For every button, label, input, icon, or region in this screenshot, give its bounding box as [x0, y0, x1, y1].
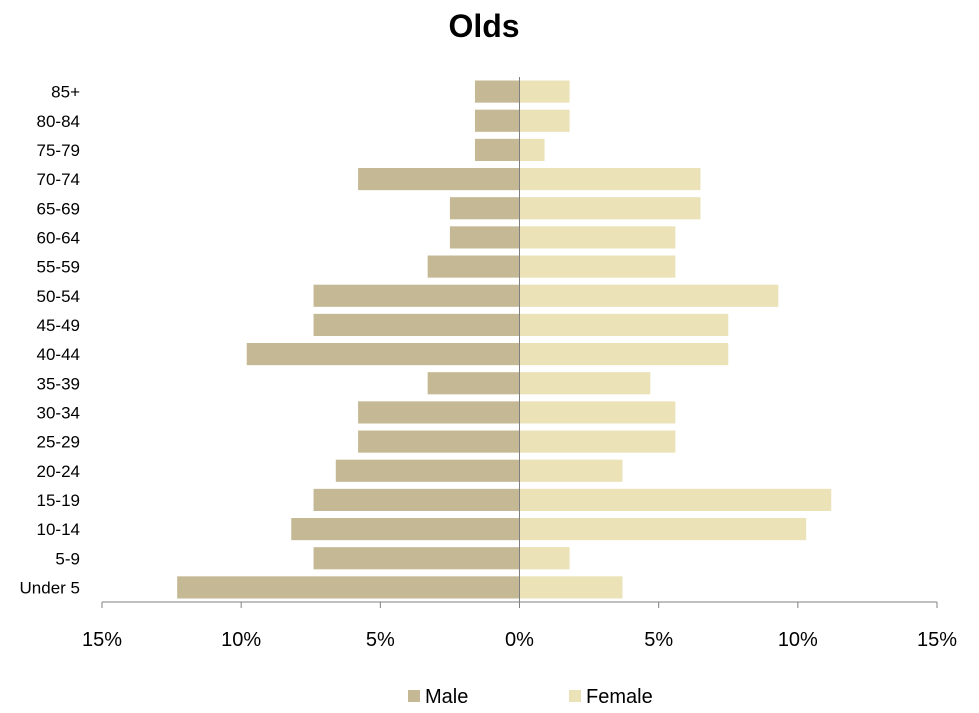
category-label: 60-64: [37, 228, 80, 247]
x-tick-label: 15%: [82, 629, 122, 651]
bar-male-10-14: [291, 518, 519, 540]
legend: Male Female: [408, 686, 653, 708]
bar-male-30-34: [358, 401, 519, 423]
category-label: 80-84: [37, 112, 80, 131]
bar-male-85+: [475, 81, 520, 103]
bar-male-5-9: [314, 547, 520, 569]
bar-female-85+: [520, 81, 570, 103]
category-label: 35-39: [37, 374, 80, 393]
bars-group: [177, 81, 831, 599]
x-tick-label: 5%: [644, 629, 673, 651]
bar-female-65-69: [520, 197, 701, 219]
bar-female-30-34: [520, 401, 676, 423]
bar-female-45-49: [520, 314, 729, 336]
category-label: 70-74: [37, 170, 80, 189]
category-label: 85+: [51, 83, 80, 102]
bar-male-75-79: [475, 139, 520, 161]
bar-female-80-84: [520, 110, 570, 132]
category-label: 40-44: [37, 345, 80, 364]
bar-female-40-44: [520, 343, 729, 365]
bar-male-65-69: [450, 197, 520, 219]
bar-male-20-24: [336, 460, 520, 482]
bar-female-5-9: [520, 547, 570, 569]
category-label: 10-14: [37, 520, 80, 539]
bar-male-35-39: [428, 372, 520, 394]
category-label: Under 5: [20, 578, 80, 597]
x-axis: 15% 10% 5% 0% 5% 10% 15%: [82, 602, 957, 651]
bar-female-35-39: [520, 372, 651, 394]
category-label: 65-69: [37, 199, 80, 218]
chart-title: Olds: [448, 8, 519, 44]
x-tick-label: 10%: [778, 629, 818, 651]
x-tick-label: 5%: [366, 629, 395, 651]
category-label: 55-59: [37, 258, 80, 277]
bar-female-15-19: [520, 489, 832, 511]
bar-female-under-5: [520, 576, 623, 598]
bar-female-20-24: [520, 460, 623, 482]
category-labels: Under 5 5-9 10-14 15-19 20-24 25-29 30-34 35-39…: [20, 83, 81, 598]
bar-male-70-74: [358, 168, 519, 190]
category-label: 50-54: [37, 287, 80, 306]
category-label: 15-19: [37, 491, 80, 510]
legend-label-male: Male: [425, 686, 468, 708]
bar-female-55-59: [520, 256, 676, 278]
bar-male-50-54: [314, 285, 520, 307]
category-label: 25-29: [37, 433, 80, 452]
x-tick-label: 15%: [917, 629, 957, 651]
bar-female-75-79: [520, 139, 545, 161]
legend-swatch-male: [408, 690, 420, 702]
category-label: 45-49: [37, 316, 80, 335]
x-tick-label: 10%: [221, 629, 261, 651]
bar-male-80-84: [475, 110, 520, 132]
bar-male-60-64: [450, 226, 520, 248]
bar-female-10-14: [520, 518, 807, 540]
category-label: 30-34: [37, 403, 80, 422]
category-label: 5-9: [55, 549, 80, 568]
bar-female-25-29: [520, 431, 676, 453]
bar-female-60-64: [520, 226, 676, 248]
bar-male-25-29: [358, 431, 519, 453]
bar-male-45-49: [314, 314, 520, 336]
category-label: 75-79: [37, 141, 80, 160]
category-label: 20-24: [37, 462, 80, 481]
bar-male-under-5: [177, 576, 519, 598]
bar-female-70-74: [520, 168, 701, 190]
bar-male-15-19: [314, 489, 520, 511]
bar-male-40-44: [247, 343, 520, 365]
x-tick-label: 0%: [505, 629, 534, 651]
legend-swatch-female: [569, 690, 581, 702]
bar-male-55-59: [428, 256, 520, 278]
bar-female-50-54: [520, 285, 779, 307]
legend-label-female: Female: [586, 686, 653, 708]
